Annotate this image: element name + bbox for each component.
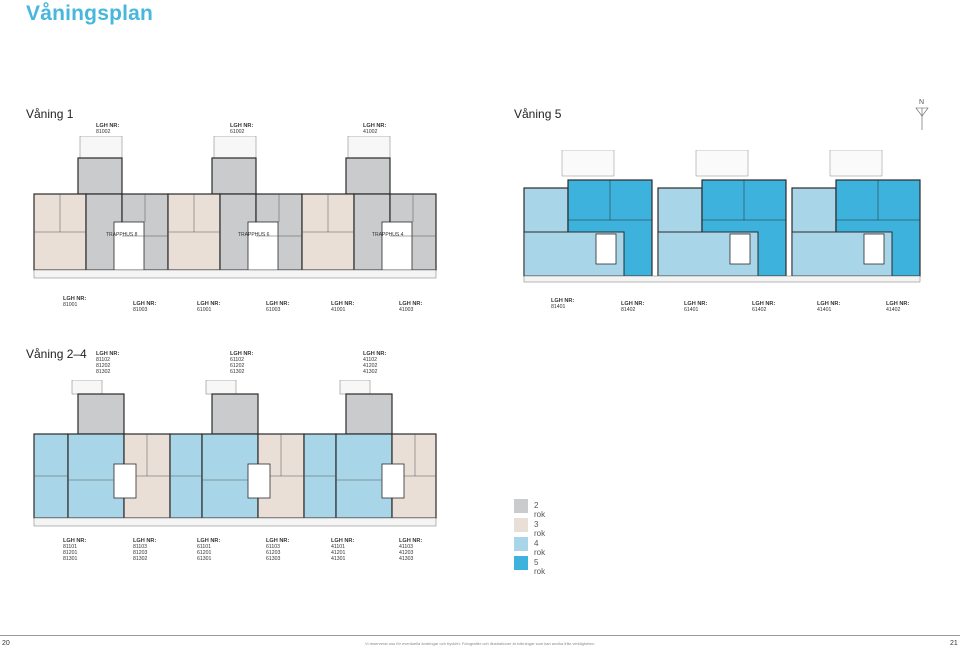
floor-title-2-4: Våning 2–4 (26, 347, 87, 361)
balcony-strip-f24 (33, 517, 437, 527)
legend-swatch-3rok (514, 518, 528, 532)
lgh-label-f1-bottom-5: LGH NR: 41001 (331, 301, 355, 313)
north-arrow-icon: N (915, 99, 929, 130)
floor-plan-f24 (33, 380, 437, 527)
interior-walls-f5 (568, 180, 920, 221)
balcony-strip-f5 (523, 275, 921, 283)
terrace-group-f5 (561, 150, 883, 177)
legend-label-5rok: 5 rok (534, 558, 546, 576)
lgh-label-f1-bottom-2: LGH NR: 81003 (133, 301, 157, 313)
lgh-label-f24-bottom-4: LGH NR: 61103 61203 61303 (266, 538, 290, 562)
lgh-label-f5-bottom-4: LGH NR: 61402 (752, 301, 776, 313)
floor-plan-f1: TRAPPHUS 8 TRAPPHUS 6 TRAPPHUS 4 (33, 136, 437, 279)
lgh-label-f1-bottom-3: LGH NR: 61001 (197, 301, 221, 313)
floor-title-5: Våning 5 (514, 107, 562, 121)
legend-swatch-2rok (514, 499, 528, 513)
balcony-group-f24-top (71, 380, 371, 395)
legend-label-3rok: 3 rok (534, 520, 546, 538)
footer-disclaimer: Vi reserverar oss för eventuella ändring… (364, 641, 596, 646)
lgh-label-f1-bottom-6: LGH NR: 41003 (399, 301, 423, 313)
lgh-label-f1-bottom-1: LGH NR: 81001 (63, 296, 87, 308)
lgh-label-f24-top-1: LGH NR: 81102 81202 81302 (96, 351, 120, 375)
lgh-label-f5-bottom-6: LGH NR: 41402 (886, 301, 910, 313)
interior-walls-f1 (34, 194, 436, 237)
floor-plan-f5 (523, 150, 921, 283)
lgh-label-f1-top-3: LGH NR: 41002 (363, 123, 387, 135)
interior-walls-f24 (34, 434, 436, 481)
lgh-label-f24-bottom-5: LGH NR: 41101 41201 41301 (331, 538, 355, 562)
lgh-label-f1-top-2: LGH NR: 61002 (230, 123, 254, 135)
floor-title-1: Våning 1 (26, 107, 74, 121)
lgh-label-f5-bottom-5: LGH NR: 41401 (817, 301, 841, 313)
stairwell-group-f1 (113, 221, 413, 271)
lgh-label-f24-bottom-6: LGH NR: 41103 41203 41303 (399, 538, 423, 562)
lgh-label-f5-bottom-1: LGH NR: 81401 (551, 298, 575, 310)
page-number-left: 20 (2, 640, 10, 647)
lgh-label-f1-top-1: LGH NR: 81002 (96, 123, 120, 135)
stairwell-label-4: TRAPPHUS 4 (372, 232, 404, 238)
lgh-label-f5-bottom-3: LGH NR: 61401 (684, 301, 708, 313)
stairwell-group-f5 (595, 233, 885, 265)
lgh-label-f24-bottom-1: LGH NR: 81101 81201 81301 (63, 538, 87, 562)
stairwell-label-8: TRAPPHUS 8 (106, 232, 138, 238)
stairwell-labels-f1: TRAPPHUS 8 TRAPPHUS 6 TRAPPHUS 4 (106, 232, 404, 238)
balcony-strip-f1 (33, 269, 437, 279)
unit-group-f1-upper (77, 157, 391, 195)
balcony-group-f1-top (79, 136, 391, 159)
stairwell-label-6: TRAPPHUS 6 (238, 232, 270, 238)
footer-divider (0, 635, 960, 636)
stairwell-group-f24 (113, 463, 405, 499)
page-number-right: 21 (950, 640, 958, 647)
lgh-label-f5-bottom-2: LGH NR: 81402 (621, 301, 645, 313)
lgh-label-f24-top-2: LGH NR: 61102 61202 61302 (230, 351, 254, 375)
lower-wing-f5 (523, 231, 893, 277)
lgh-label-f24-bottom-2: LGH NR: 81103 81203 81302 (133, 538, 157, 562)
legend-label-2rok: 2 rok (534, 501, 546, 519)
unit-group-f24-upper (77, 393, 393, 435)
legend-swatch-4rok (514, 537, 528, 551)
unit-group-f24-main (33, 433, 437, 519)
compass-label: N (919, 99, 924, 106)
legend-swatch-5rok (514, 556, 528, 570)
lgh-label-f1-bottom-4: LGH NR: 61003 (266, 301, 290, 313)
lgh-label-f24-bottom-3: LGH NR: 61101 61201 61301 (197, 538, 221, 562)
lgh-label-f24-top-3: LGH NR: 41102 41202 41302 (363, 351, 387, 375)
legend-label-4rok: 4 rok (534, 539, 546, 557)
page-title: Våningsplan (26, 2, 154, 25)
